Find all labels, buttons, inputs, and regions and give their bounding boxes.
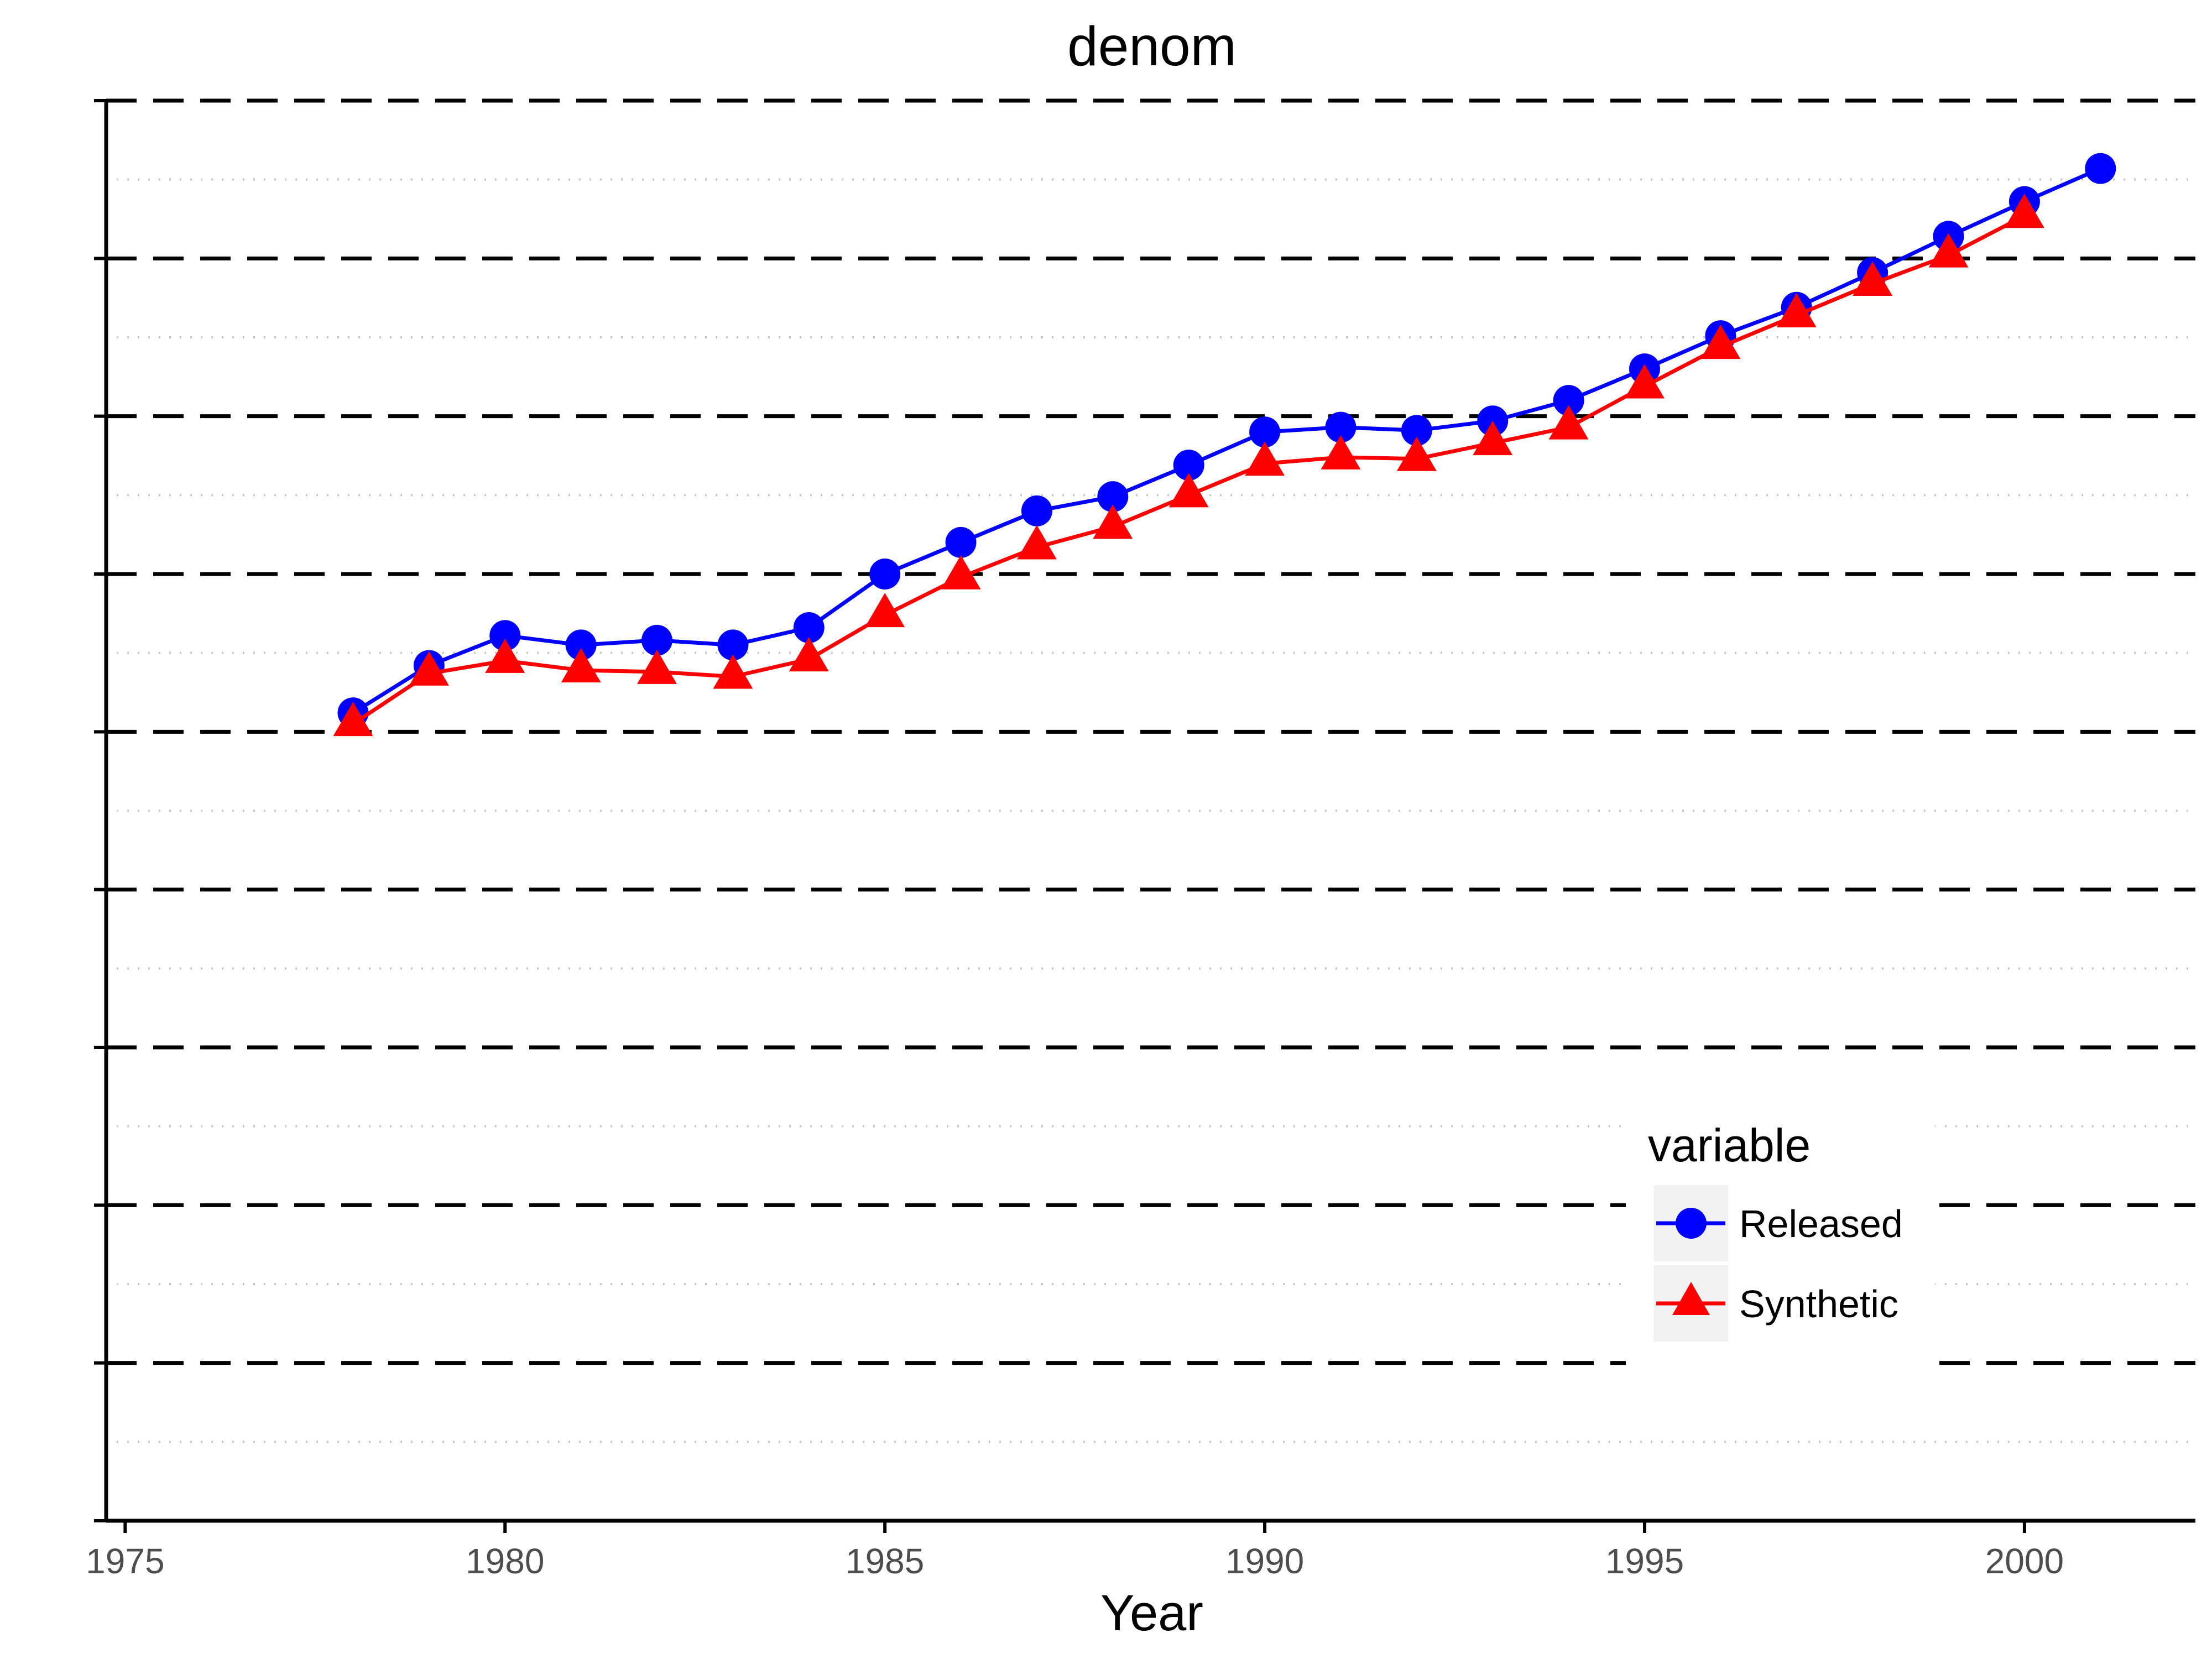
point-synthetic-1980: [485, 638, 525, 673]
x-tick-label-1980: 1980: [466, 1541, 544, 1581]
point-released-1989: [1173, 450, 1204, 481]
point-synthetic-1995: [1624, 364, 1665, 399]
point-released-1980: [489, 620, 521, 651]
point-released-2001: [2085, 153, 2116, 184]
point-synthetic-1987: [1016, 525, 1057, 560]
point-synthetic-1999: [1928, 233, 1969, 268]
point-synthetic-1998: [1853, 261, 1893, 296]
x-axis-ticks: 1975 1980 1985 1990 1995 2000: [86, 1521, 2064, 1581]
series-released: [337, 153, 2116, 729]
point-synthetic-2000: [2004, 194, 2044, 228]
point-synthetic-1990: [1245, 441, 1285, 476]
point-synthetic-1984: [789, 637, 829, 672]
point-synthetic-1978: [333, 702, 373, 737]
point-synthetic-1993: [1473, 421, 1513, 456]
x-tick-label-1985: 1985: [846, 1541, 924, 1581]
series-line-released: [352, 166, 2101, 715]
point-synthetic-1996: [1700, 325, 1741, 359]
point-synthetic-1994: [1548, 405, 1589, 440]
series-layer: [333, 153, 2116, 737]
point-synthetic-1988: [1093, 504, 1133, 539]
chart-title: denom: [1067, 15, 1237, 77]
point-synthetic-1989: [1168, 473, 1209, 508]
major-gridlines: [106, 98, 2195, 1365]
legend-key-marker-synthetic: [1672, 1282, 1710, 1315]
point-released-1985: [869, 559, 901, 589]
point-synthetic-1979: [409, 651, 449, 686]
series-synthetic: [333, 194, 2044, 737]
point-synthetic-1997: [1776, 293, 1817, 328]
point-released-1991: [1325, 411, 1357, 443]
legend-label-synthetic: Synthetic: [1739, 1282, 1898, 1326]
x-tick-label-1975: 1975: [86, 1541, 164, 1581]
point-synthetic-1983: [713, 654, 753, 689]
x-axis-label: Year: [1100, 1585, 1203, 1641]
point-released-1992: [1401, 415, 1432, 446]
point-released-1994: [1553, 385, 1584, 416]
point-released-1984: [793, 612, 825, 644]
x-tick-label-1990: 1990: [1225, 1541, 1304, 1581]
point-released-1988: [1097, 481, 1129, 513]
point-released-1986: [945, 526, 977, 558]
legend: variable Released Synthetic: [1626, 1106, 1936, 1366]
point-synthetic-1982: [637, 649, 677, 684]
point-synthetic-1986: [941, 555, 981, 589]
point-released-1990: [1249, 416, 1281, 448]
point-synthetic-1981: [561, 648, 601, 683]
point-released-1982: [641, 624, 673, 656]
point-released-1983: [717, 629, 749, 661]
point-released-1987: [1021, 495, 1052, 526]
point-synthetic-1991: [1321, 435, 1361, 469]
minor-gridlines: [106, 178, 2195, 1443]
x-tick-label-2000: 2000: [1985, 1541, 2064, 1581]
legend-key-marker-released: [1676, 1208, 1707, 1239]
x-tick-label-1995: 1995: [1605, 1541, 1684, 1581]
point-released-1981: [565, 629, 597, 661]
y-axis-ticks: [94, 99, 106, 1522]
legend-label-released: Released: [1739, 1202, 1903, 1245]
point-synthetic-1985: [865, 593, 905, 628]
point-synthetic-1992: [1396, 436, 1437, 471]
legend-title: variable: [1648, 1119, 1811, 1171]
